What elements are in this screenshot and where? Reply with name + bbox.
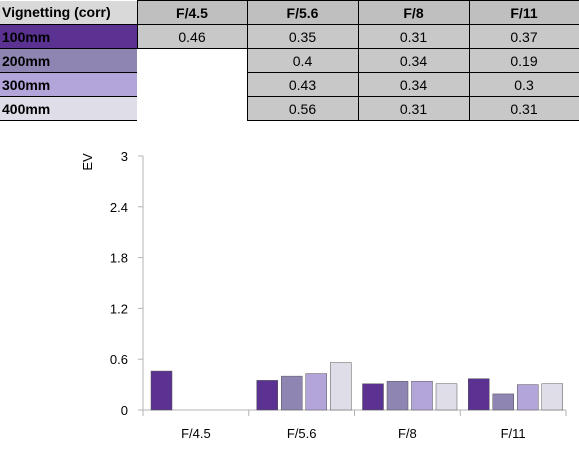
table-row: 100mm 0.46 0.35 0.31 0.37 bbox=[0, 24, 579, 49]
table-row: 400mm 0.56 0.31 0.31 bbox=[0, 96, 579, 121]
bar-300mm-F/11 bbox=[517, 384, 539, 411]
table-cell: 0.19 bbox=[469, 48, 579, 73]
table-row: 200mm 0.4 0.34 0.19 bbox=[0, 48, 579, 73]
table-cell: 0.35 bbox=[247, 24, 359, 49]
y-tick-label: 2.4 bbox=[110, 200, 128, 215]
bar-300mm-F/5.6 bbox=[305, 373, 327, 411]
table-cell: 0.37 bbox=[469, 24, 579, 49]
axes bbox=[138, 155, 567, 416]
table-cell: 0.46 bbox=[136, 24, 248, 49]
bar-100mm-F/8 bbox=[362, 383, 384, 411]
x-tick-label: F/5.6 bbox=[287, 426, 317, 441]
row-label-400mm: 400mm bbox=[0, 96, 137, 121]
row-label-100mm: 100mm bbox=[0, 24, 137, 49]
x-tick-label: F/11 bbox=[501, 426, 526, 441]
bar-400mm-F/5.6 bbox=[330, 362, 352, 411]
column-header-f8: F/8 bbox=[357, 0, 470, 25]
y-tick-label: 3 bbox=[121, 149, 128, 164]
bar-200mm-F/5.6 bbox=[281, 375, 303, 411]
x-tick-label: F/8 bbox=[398, 426, 417, 441]
table-cell: 0.4 bbox=[247, 48, 359, 73]
table-cell: 0.56 bbox=[247, 96, 359, 121]
table-row: 300mm 0.43 0.34 0.3 bbox=[0, 72, 579, 97]
table-cell: 0.34 bbox=[358, 72, 470, 97]
empty-cell bbox=[137, 72, 248, 97]
vignetting-table: Vignetting (corr) F/4.5 F/5.6 F/8 F/11 1… bbox=[0, 0, 579, 121]
bar-400mm-F/11 bbox=[541, 383, 563, 411]
x-tick-labels: F/4.5 F/5.6 F/8 F/11 bbox=[181, 426, 526, 441]
bar-200mm-F/11 bbox=[492, 393, 514, 411]
bar-200mm-F/8 bbox=[386, 380, 409, 411]
table-cell: 0.31 bbox=[358, 96, 470, 121]
table-cell: 0.34 bbox=[358, 48, 470, 73]
y-tick-label: 1.2 bbox=[110, 301, 128, 316]
bar-100mm-F/4.5 bbox=[150, 370, 173, 411]
y-tick-label: 0 bbox=[121, 403, 128, 418]
y-axis-label: EV bbox=[80, 153, 95, 171]
row-label-200mm: 200mm bbox=[0, 48, 137, 73]
y-tick-label: 1.8 bbox=[110, 251, 128, 266]
column-header-f45: F/4.5 bbox=[136, 0, 248, 25]
y-tick-label: 0.6 bbox=[110, 352, 128, 367]
table-cell: 0.31 bbox=[358, 24, 470, 49]
table-cell: 0.31 bbox=[469, 96, 579, 121]
column-header-f56: F/5.6 bbox=[246, 0, 359, 25]
x-tick-label: F/4.5 bbox=[181, 426, 211, 441]
y-tick-labels: 0 0.6 1.2 1.8 2.4 3 bbox=[110, 149, 128, 418]
empty-cell bbox=[137, 48, 248, 73]
row-label-300mm: 300mm bbox=[0, 72, 137, 97]
table-cell: 0.43 bbox=[247, 72, 359, 97]
table-corner-label: Vignetting (corr) bbox=[0, 0, 138, 25]
bar-300mm-F/8 bbox=[411, 380, 433, 411]
table-header-row: Vignetting (corr) F/4.5 F/5.6 F/8 F/11 bbox=[0, 0, 579, 25]
bar-400mm-F/8 bbox=[435, 383, 458, 411]
empty-cell bbox=[137, 96, 248, 121]
bar-100mm-F/5.6 bbox=[256, 380, 278, 411]
bars bbox=[150, 362, 563, 411]
table-cell: 0.3 bbox=[469, 72, 579, 97]
bar-100mm-F/11 bbox=[468, 378, 490, 411]
